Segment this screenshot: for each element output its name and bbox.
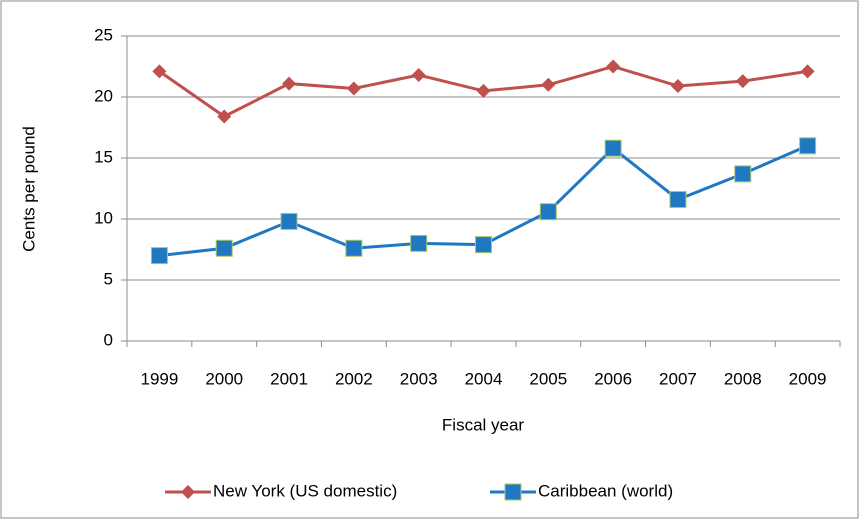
- data-point: [541, 77, 556, 92]
- legend-marker: [504, 483, 522, 501]
- data-point: [606, 59, 621, 74]
- data-point: [411, 68, 426, 83]
- x-tick-label: 2007: [659, 369, 697, 388]
- y-axis-label: Cents per pound: [19, 126, 38, 252]
- data-point: [604, 139, 622, 157]
- data-point: [345, 239, 363, 257]
- data-point: [799, 137, 817, 155]
- data-point: [476, 83, 491, 98]
- legend-marker: [181, 485, 195, 499]
- y-tick-label: 5: [104, 269, 113, 288]
- data-point: [282, 76, 297, 91]
- data-point: [734, 165, 752, 183]
- data-point: [670, 79, 685, 94]
- y-tick-label: 20: [94, 86, 113, 105]
- data-point: [539, 203, 557, 221]
- x-tick-label: 2004: [465, 369, 503, 388]
- legend-label: Caribbean (world): [538, 481, 673, 500]
- x-tick-label: 2003: [400, 369, 438, 388]
- y-tick-label: 25: [94, 25, 113, 44]
- data-point: [152, 64, 167, 79]
- x-tick-label: 1999: [140, 369, 178, 388]
- x-tick-label: 2008: [724, 369, 762, 388]
- data-point: [280, 212, 298, 230]
- data-point: [475, 236, 492, 254]
- data-point: [215, 239, 233, 257]
- y-tick-label: 10: [94, 208, 113, 227]
- x-tick-label: 2006: [594, 369, 632, 388]
- data-point: [410, 234, 428, 252]
- x-tick-label: 2000: [205, 369, 243, 388]
- data-point: [669, 190, 687, 208]
- x-tick-label: 2001: [270, 369, 308, 388]
- x-tick-label: 2009: [789, 369, 827, 388]
- data-point: [735, 74, 750, 89]
- y-tick-label: 0: [104, 330, 113, 349]
- x-axis-label: Fiscal year: [442, 415, 525, 434]
- x-tick-label: 2005: [529, 369, 567, 388]
- legend-label: New York (US domestic): [213, 481, 397, 500]
- data-point: [800, 64, 815, 79]
- data-point: [346, 81, 361, 96]
- x-tick-label: 2002: [335, 369, 373, 388]
- data-point: [217, 109, 232, 124]
- data-point: [150, 247, 168, 265]
- y-tick-label: 15: [94, 147, 113, 166]
